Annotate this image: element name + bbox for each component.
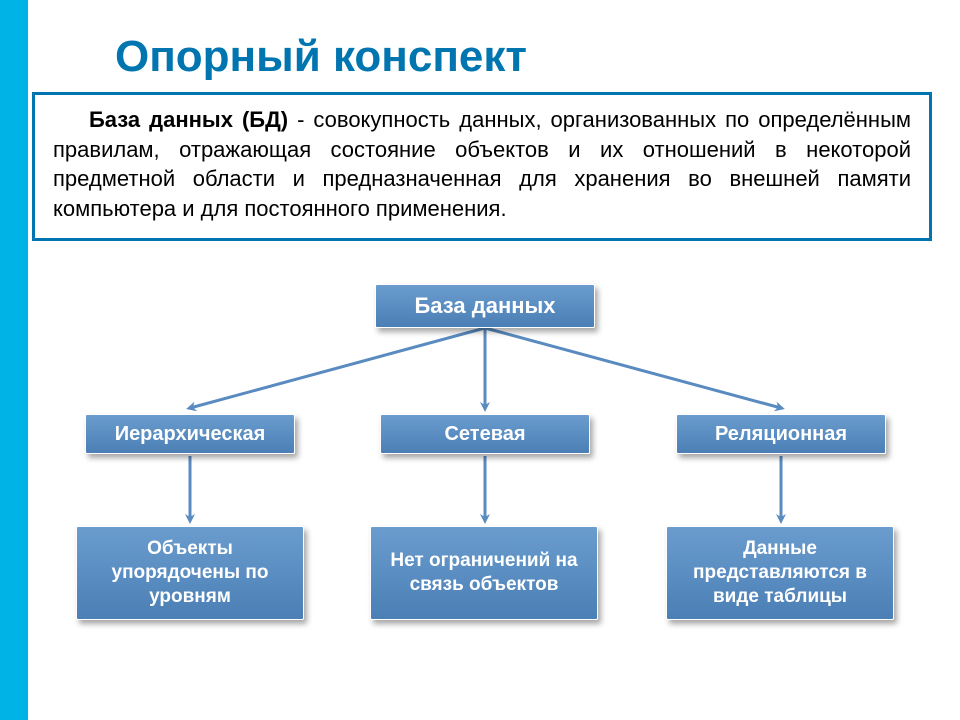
- arrows-layer: [0, 284, 960, 704]
- node-child-relational: Реляционная: [676, 414, 886, 454]
- node-leaf-hierarchical: Объекты упорядочены по уровням: [76, 526, 304, 620]
- node-root: База данных: [375, 284, 595, 328]
- node-child-network: Сетевая: [380, 414, 590, 454]
- definition-text: База данных (БД) - совокупность данных, …: [53, 105, 911, 224]
- node-child-hierarchical: Иерархическая: [85, 414, 295, 454]
- definition-term: База данных (БД): [89, 107, 288, 132]
- node-leaf-relational: Данные представляются в виде таблицы: [666, 526, 894, 620]
- node-leaf-network: Нет ограничений на связь объектов: [370, 526, 598, 620]
- page: Опорный конспект База данных (БД) - сово…: [0, 0, 960, 720]
- page-title: Опорный конспект: [115, 32, 527, 82]
- definition-box: База данных (БД) - совокупность данных, …: [32, 92, 932, 241]
- hierarchy-diagram: База данных Иерархическая Сетевая Реляци…: [0, 284, 960, 704]
